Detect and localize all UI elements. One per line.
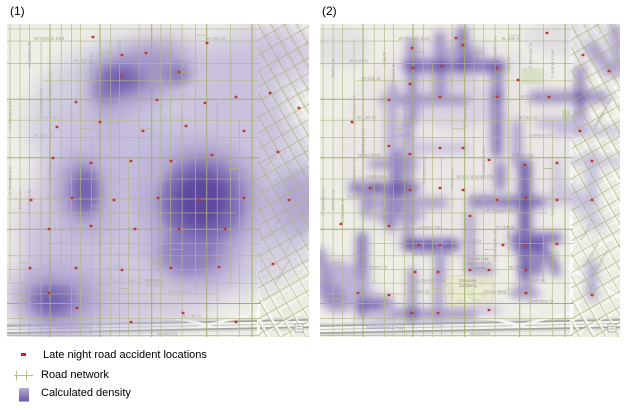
svg-text:Rosedale: Rosedale	[459, 278, 477, 283]
svg-text:W Olympic Blvd: W Olympic Blvd	[34, 36, 65, 41]
svg-text:S Berendo St: S Berendo St	[528, 42, 533, 68]
svg-text:Cemetery: Cemetery	[459, 283, 478, 288]
svg-text:W 15th St: W 15th St	[526, 278, 546, 283]
svg-text:W 22nd St: W 22nd St	[470, 331, 491, 336]
svg-text:W 15th St: W 15th St	[501, 36, 521, 41]
svg-text:Cambridge St: Cambridge St	[527, 299, 554, 304]
svg-text:W 22nd St: W 22nd St	[157, 331, 178, 336]
